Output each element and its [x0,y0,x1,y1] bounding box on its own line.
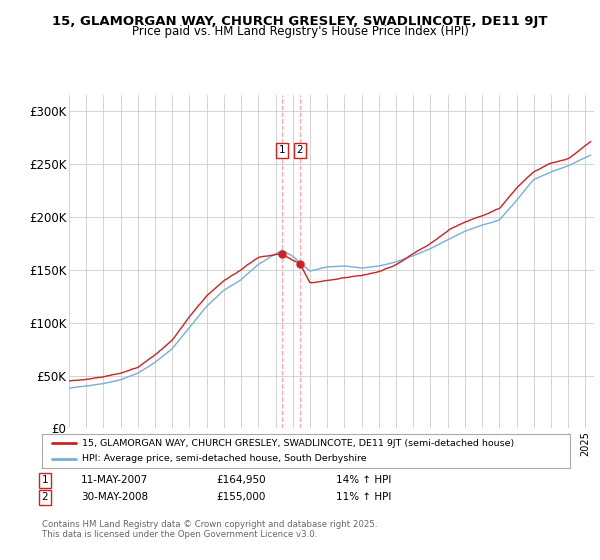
Text: £155,000: £155,000 [216,492,265,502]
Text: 1: 1 [41,475,49,486]
Text: 2: 2 [41,492,49,502]
Text: HPI: Average price, semi-detached house, South Derbyshire: HPI: Average price, semi-detached house,… [82,454,366,463]
Text: 1: 1 [278,145,285,155]
Text: 15, GLAMORGAN WAY, CHURCH GRESLEY, SWADLINCOTE, DE11 9JT (semi-detached house): 15, GLAMORGAN WAY, CHURCH GRESLEY, SWADL… [82,438,514,447]
Text: 2: 2 [296,145,303,155]
Text: 15, GLAMORGAN WAY, CHURCH GRESLEY, SWADLINCOTE, DE11 9JT: 15, GLAMORGAN WAY, CHURCH GRESLEY, SWADL… [52,15,548,28]
Text: Contains HM Land Registry data © Crown copyright and database right 2025.
This d: Contains HM Land Registry data © Crown c… [42,520,377,539]
Text: 30-MAY-2008: 30-MAY-2008 [81,492,148,502]
Text: £164,950: £164,950 [216,475,266,486]
Text: 14% ↑ HPI: 14% ↑ HPI [336,475,391,486]
Text: 11% ↑ HPI: 11% ↑ HPI [336,492,391,502]
Text: 11-MAY-2007: 11-MAY-2007 [81,475,148,486]
Text: Price paid vs. HM Land Registry's House Price Index (HPI): Price paid vs. HM Land Registry's House … [131,25,469,39]
